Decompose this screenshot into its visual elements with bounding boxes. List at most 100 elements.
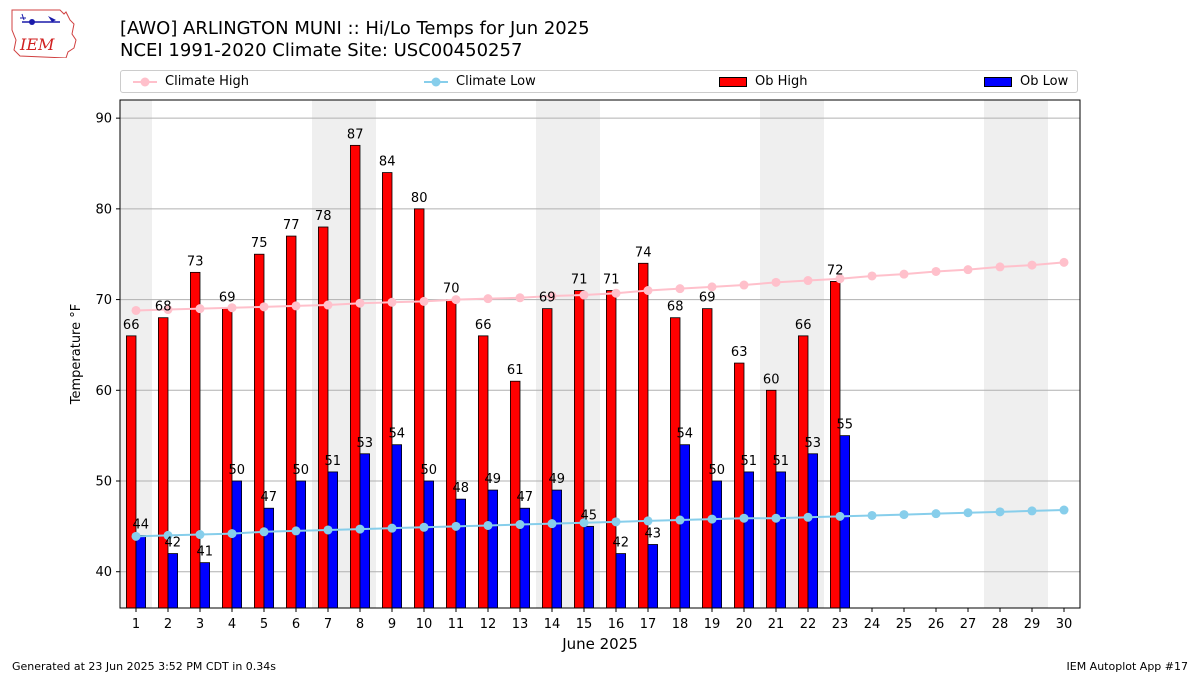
label-high-22: 66	[795, 318, 812, 333]
point-climate-low-24	[867, 510, 877, 520]
x-tick-label-13: 13	[512, 617, 529, 632]
x-tick-label-16: 16	[608, 617, 625, 632]
point-climate-low-8	[355, 524, 365, 534]
label-high-5: 75	[251, 236, 268, 251]
x-tick-label-9: 9	[388, 617, 396, 632]
point-climate-high-2	[163, 305, 173, 315]
x-tick-label-12: 12	[480, 617, 497, 632]
label-low-18: 54	[677, 427, 694, 442]
label-low-11: 48	[453, 481, 470, 496]
legend-item-ob-high: Ob High	[719, 71, 808, 92]
bar-high-21	[766, 389, 777, 609]
weekend-band-7	[312, 100, 344, 608]
weekend-shading	[120, 100, 1048, 608]
weekend-band-22	[792, 100, 824, 608]
point-climate-low-11	[451, 521, 461, 531]
point-climate-low-29	[1027, 506, 1037, 516]
point-climate-low-1	[131, 531, 141, 541]
point-climate-high-26	[931, 266, 941, 276]
bar-low-5	[263, 507, 275, 609]
bar-high-19	[702, 308, 713, 609]
x-tick-label-6: 6	[292, 617, 300, 632]
bar-high-14	[542, 308, 553, 609]
x-tick-label-26: 26	[928, 617, 945, 632]
label-high-9: 84	[379, 155, 396, 170]
logo-text: IEM	[19, 35, 55, 54]
bar-high-6	[285, 235, 297, 609]
bar-high-2	[157, 317, 169, 609]
x-tick-label-3: 3	[196, 617, 204, 632]
point-climate-high-7	[323, 300, 333, 310]
label-low-2: 42	[165, 536, 182, 551]
point-climate-high-4	[227, 303, 237, 313]
point-climate-low-27	[963, 508, 973, 518]
chart-subtitle: NCEI 1991-2020 Climate Site: USC00450257	[120, 40, 523, 61]
legend-item-climate-high: Climate High	[133, 71, 249, 92]
point-climate-high-8	[355, 298, 365, 308]
label-low-23: 55	[837, 418, 854, 433]
x-tick-label-29: 29	[1024, 617, 1041, 632]
x-tick-label-5: 5	[260, 617, 268, 632]
label-high-20: 63	[731, 345, 748, 360]
label-low-14: 49	[549, 472, 566, 487]
x-tick-label-28: 28	[992, 617, 1009, 632]
x-tick-label-10: 10	[416, 617, 433, 632]
label-high-13: 61	[507, 363, 524, 378]
label-high-16: 71	[603, 273, 620, 288]
label-high-21: 60	[763, 372, 780, 387]
point-climate-low-26	[931, 509, 941, 519]
bar-low-10	[423, 480, 435, 609]
label-high-14: 69	[539, 291, 556, 306]
x-tick-label-21: 21	[768, 617, 785, 632]
legend-label-ob-high: Ob High	[755, 74, 808, 89]
x-tick-label-22: 22	[800, 617, 817, 632]
weekend-band-15	[568, 100, 600, 608]
x-tick-label-20: 20	[736, 617, 753, 632]
bar-high-12	[477, 335, 489, 609]
footer-app: IEM Autoplot App #17	[1066, 660, 1189, 673]
point-climate-high-10	[419, 296, 429, 306]
bar-low-8	[359, 453, 371, 609]
point-climate-high-5	[259, 302, 269, 312]
y-tick-label-40: 40	[95, 565, 112, 580]
x-tick-label-25: 25	[896, 617, 913, 632]
legend-swatch-climate-low	[424, 77, 448, 86]
label-high-10: 80	[411, 191, 428, 206]
weekend-band-28	[984, 100, 1016, 608]
bar-high-10	[413, 208, 425, 609]
bar-high-5	[253, 253, 265, 609]
point-climate-low-28	[995, 507, 1005, 517]
weekend-band-29	[1016, 100, 1048, 608]
label-low-12: 49	[485, 472, 502, 487]
bar-low-19	[711, 480, 723, 609]
x-tick-label-30: 30	[1056, 617, 1073, 632]
point-climate-high-14	[547, 291, 557, 301]
label-low-3: 41	[197, 545, 214, 560]
x-tick-label-14: 14	[544, 617, 561, 632]
iem-logo: IEM	[11, 9, 77, 58]
point-climate-low-5	[259, 527, 269, 537]
data-labels: 66 68 73 69 75 77 78 87 84 80 70 66 61 69 71 71 74 68 69 63…	[123, 127, 853, 559]
bar-low-15	[583, 525, 595, 609]
y-tick-label-70: 70	[95, 293, 112, 308]
point-climate-low-9	[387, 523, 397, 533]
legend-swatch-ob-low	[984, 76, 1012, 87]
x-tick-label-24: 24	[864, 617, 881, 632]
bar-low-6	[295, 480, 307, 609]
point-climate-high-18	[675, 284, 685, 294]
point-climate-high-23	[835, 274, 845, 284]
x-tick-label-4: 4	[228, 617, 236, 632]
point-climate-high-25	[899, 269, 909, 279]
point-climate-low-17	[643, 516, 653, 526]
label-low-21: 51	[773, 454, 790, 469]
label-high-6: 77	[283, 218, 300, 233]
label-low-9: 54	[389, 427, 406, 442]
label-high-11: 70	[443, 282, 460, 297]
point-climate-low-21	[771, 513, 781, 523]
point-climate-high-21	[771, 277, 781, 287]
bar-low-11	[455, 498, 467, 609]
x-tick-label-17: 17	[640, 617, 657, 632]
line-climate-low	[135, 509, 1065, 538]
point-climate-high-16	[611, 288, 621, 298]
x-tick-label-1: 1	[132, 617, 140, 632]
